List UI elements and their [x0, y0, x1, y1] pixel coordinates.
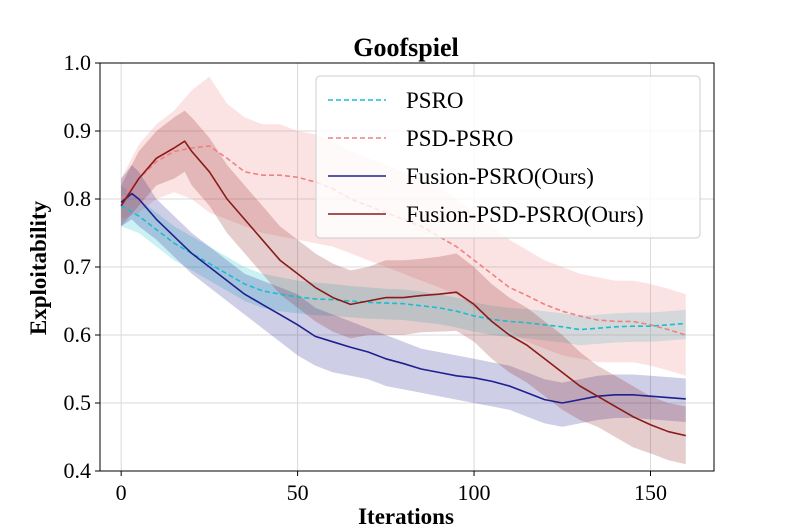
band-fusion-psd-psro-ours- [121, 110, 686, 465]
line-fusion-psro-ours- [120, 192, 686, 404]
x-tick-label-3: 150 [634, 480, 667, 505]
series-lines [120, 140, 687, 437]
legend-label-2: Fusion-PSRO(Ours) [406, 164, 594, 189]
legend-label-1: PSD-PSRO [406, 126, 513, 151]
y-tick-label-4: 0.8 [64, 186, 92, 211]
y-axis-label: Exploitability [26, 200, 51, 335]
y-tick-label-5: 0.9 [64, 118, 92, 143]
legend: PSRO PSD-PSRO Fusion-PSRO(Ours) Fusion-PSD-… [315, 75, 701, 239]
x-axis-ticks: 0 50 100 150 [116, 471, 667, 505]
x-tick-label-2: 100 [458, 480, 491, 505]
y-tick-label-6: 1.0 [64, 50, 92, 75]
legend-label-0: PSRO [406, 88, 464, 113]
x-tick-label-0: 0 [116, 480, 127, 505]
line-fusion-psd-psro-ours- [120, 140, 686, 437]
line-psro [120, 205, 686, 331]
y-tick-label-1: 0.5 [64, 390, 92, 415]
y-tick-label-0: 0.4 [64, 458, 92, 483]
line-psd-psro [120, 145, 687, 336]
legend-box [315, 75, 701, 239]
x-tick-label-1: 50 [287, 480, 309, 505]
legend-label-3: Fusion-PSD-PSRO(Ours) [406, 202, 644, 227]
band-fusion-psro-ours- [121, 165, 686, 427]
y-axis-ticks: 0.4 0.5 0.6 0.7 0.8 0.9 1.0 [64, 50, 100, 483]
y-tick-label-2: 0.6 [64, 322, 92, 347]
x-axis-label: Iterations [358, 504, 454, 529]
chart-title: Goofspiel [353, 33, 458, 62]
y-tick-label-3: 0.7 [64, 254, 92, 279]
